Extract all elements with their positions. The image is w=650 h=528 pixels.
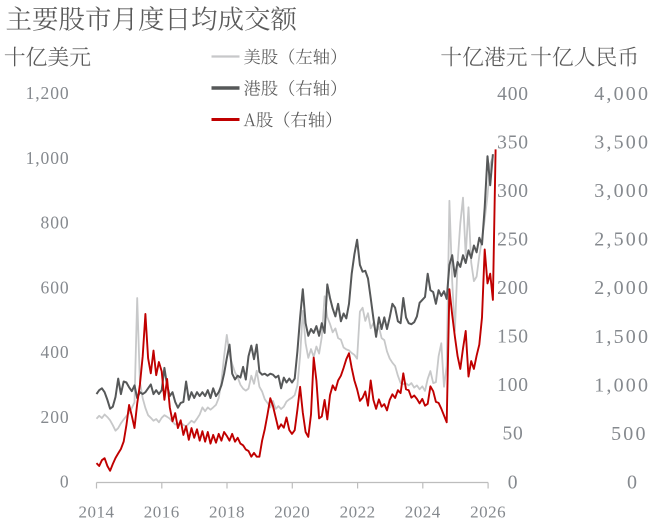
svg-text:2020: 2020 xyxy=(274,503,310,522)
svg-text:2022: 2022 xyxy=(340,503,376,522)
svg-text:400: 400 xyxy=(497,84,529,105)
svg-text:250: 250 xyxy=(497,230,529,251)
svg-text:2,500: 2,500 xyxy=(594,229,650,251)
svg-text:150: 150 xyxy=(497,327,529,348)
svg-text:0: 0 xyxy=(508,472,519,493)
svg-text:3,500: 3,500 xyxy=(594,132,650,154)
svg-text:2024: 2024 xyxy=(405,503,441,522)
svg-text:3,000: 3,000 xyxy=(594,180,650,202)
svg-text:2,000: 2,000 xyxy=(594,277,650,299)
svg-text:1,200: 1,200 xyxy=(26,83,70,103)
svg-text:1,000: 1,000 xyxy=(594,374,650,396)
svg-text:400: 400 xyxy=(41,342,70,362)
svg-text:200: 200 xyxy=(497,278,529,299)
svg-text:1,500: 1,500 xyxy=(594,326,650,348)
svg-text:350: 350 xyxy=(497,132,529,153)
svg-text:2014: 2014 xyxy=(79,503,115,522)
svg-text:300: 300 xyxy=(497,181,529,202)
svg-text:2016: 2016 xyxy=(144,503,180,522)
svg-text:600: 600 xyxy=(41,277,70,297)
svg-text:100: 100 xyxy=(497,375,529,396)
svg-text:2026: 2026 xyxy=(470,503,506,522)
svg-text:50: 50 xyxy=(502,424,523,445)
svg-text:0: 0 xyxy=(627,472,639,494)
svg-text:0: 0 xyxy=(60,472,70,492)
svg-text:200: 200 xyxy=(41,407,70,427)
svg-text:800: 800 xyxy=(41,213,70,233)
svg-text:2018: 2018 xyxy=(209,503,245,522)
svg-text:1,000: 1,000 xyxy=(26,148,70,168)
svg-text:500: 500 xyxy=(611,423,648,445)
svg-text:4,000: 4,000 xyxy=(594,83,650,105)
